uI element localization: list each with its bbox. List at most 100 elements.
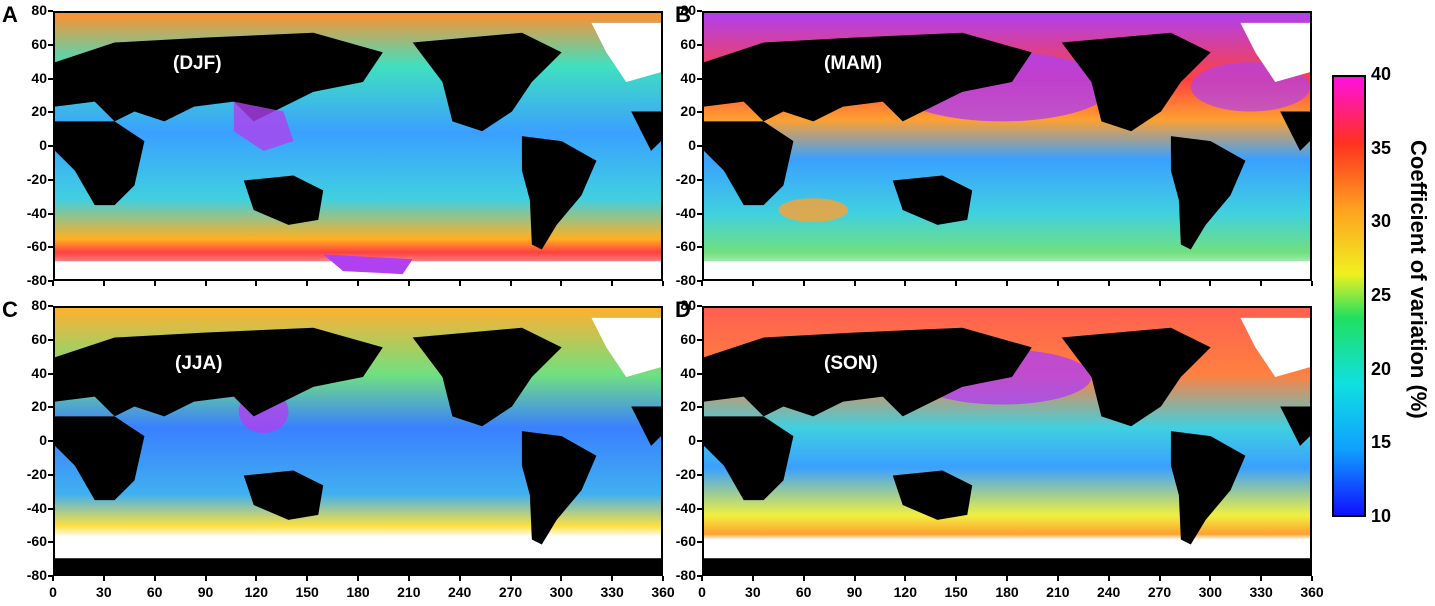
x-tick-label: 210 xyxy=(1046,584,1070,600)
x-tick-mark xyxy=(1006,281,1008,286)
x-tick-mark xyxy=(458,576,461,581)
y-tick-label: 60 xyxy=(680,330,696,347)
y-tick-mark xyxy=(697,473,702,476)
x-tick-mark xyxy=(357,576,359,581)
colorbar-tick-label: 20 xyxy=(1371,358,1392,379)
x-tick-label: 300 xyxy=(1198,584,1222,600)
x-tick-label: 90 xyxy=(197,584,214,600)
y-tick-mark xyxy=(697,507,702,510)
x-tick-mark xyxy=(52,281,54,286)
x-tick-mark xyxy=(662,576,664,581)
x-tick-mark xyxy=(509,281,512,286)
y-tick-mark xyxy=(697,43,702,46)
x-tick-mark xyxy=(357,281,359,286)
y-tick-label: 80 xyxy=(31,297,47,313)
colorbar-tick-label: 30 xyxy=(1371,211,1392,232)
x-tick-label: 30 xyxy=(96,584,112,600)
y-tick-mark xyxy=(48,43,53,46)
x-tick-label: 180 xyxy=(995,584,1019,600)
x-tick-label: 60 xyxy=(795,584,812,600)
x-tick-mark xyxy=(204,576,207,581)
colorbar-tick-label: 40 xyxy=(1371,64,1392,84)
y-tick-label: -80 xyxy=(675,567,696,583)
y-tick-label: 40 xyxy=(680,364,696,381)
y-tick-mark xyxy=(697,440,702,442)
x-tick-mark xyxy=(802,576,805,581)
season-label-djf: (DJF) xyxy=(173,53,222,74)
colorbar-title: Coefficient of variation (%) xyxy=(1406,140,1431,419)
x-tick-label: 330 xyxy=(1249,584,1273,600)
x-tick-mark xyxy=(458,281,461,286)
colorbar-tick-label: 15 xyxy=(1371,432,1392,453)
y-tick-mark xyxy=(697,212,702,215)
x-tick-label: 60 xyxy=(146,584,163,600)
y-tick-label: 40 xyxy=(31,364,47,381)
x-tick-label: 90 xyxy=(846,584,863,600)
x-tick-mark xyxy=(1311,576,1313,581)
x-tick-mark xyxy=(1209,576,1212,581)
x-tick-label: 210 xyxy=(397,584,421,600)
x-tick-mark xyxy=(1260,281,1263,286)
y-tick-label: -20 xyxy=(26,465,47,482)
x-tick-mark xyxy=(611,576,614,581)
x-tick-mark xyxy=(1056,281,1059,286)
x-tick-mark xyxy=(102,576,105,581)
x-tick-label: 360 xyxy=(1300,584,1324,600)
land-layer xyxy=(704,317,1310,545)
x-tick-mark xyxy=(904,576,907,581)
y-tick-mark xyxy=(48,178,53,181)
map-mam-svg xyxy=(704,13,1310,279)
y-tick-label: -20 xyxy=(26,170,47,187)
x-tick-mark xyxy=(204,281,207,286)
x-tick-mark xyxy=(1056,576,1059,581)
y-tick-label: 0 xyxy=(39,137,47,153)
y-tick-label: -60 xyxy=(26,533,47,550)
land-layer xyxy=(55,317,661,545)
x-tick-mark xyxy=(153,576,156,581)
y-tick-label: -20 xyxy=(675,170,696,187)
y-tick-label: -60 xyxy=(675,533,696,550)
x-tick-mark xyxy=(955,576,958,581)
x-tick-label: 150 xyxy=(295,584,319,600)
y-tick-mark xyxy=(697,406,702,409)
y-tick-mark xyxy=(48,10,53,12)
y-tick-label: 80 xyxy=(31,2,47,18)
y-tick-mark xyxy=(48,305,53,307)
colorbar xyxy=(1332,75,1366,517)
y-tick-mark xyxy=(48,246,53,249)
y-tick-mark xyxy=(48,77,53,80)
x-tick-mark xyxy=(904,281,907,286)
x-tick-mark xyxy=(153,281,156,286)
y-tick-mark xyxy=(48,440,53,442)
y-tick-label: -40 xyxy=(26,499,47,516)
y-tick-label: 0 xyxy=(688,137,696,153)
y-tick-label: -40 xyxy=(675,499,696,516)
y-tick-mark xyxy=(48,280,53,282)
x-tick-mark xyxy=(611,281,614,286)
y-tick-mark xyxy=(697,111,702,114)
season-label-jja: (JJA) xyxy=(175,353,223,374)
x-tick-mark xyxy=(255,576,258,581)
map-jja-svg xyxy=(55,308,661,574)
y-tick-label: -60 xyxy=(26,238,47,255)
y-tick-label: -40 xyxy=(675,204,696,221)
y-tick-mark xyxy=(48,212,53,215)
land-layer xyxy=(704,22,1310,250)
y-tick-label: 80 xyxy=(680,297,696,313)
y-tick-label: 20 xyxy=(31,103,47,120)
y-tick-mark xyxy=(697,246,702,249)
x-tick-label: 0 xyxy=(698,584,706,600)
x-tick-label: 0 xyxy=(49,584,57,600)
x-tick-mark xyxy=(751,576,754,581)
x-tick-mark xyxy=(1107,576,1110,581)
y-tick-mark xyxy=(697,10,702,12)
y-tick-label: 40 xyxy=(31,69,47,86)
x-tick-label: 360 xyxy=(651,584,675,600)
x-tick-label: 270 xyxy=(1147,584,1172,600)
y-tick-label: -80 xyxy=(675,272,696,288)
panel-letter-b: B xyxy=(675,2,691,27)
y-tick-mark xyxy=(48,338,53,341)
x-tick-mark xyxy=(560,576,563,581)
x-tick-mark xyxy=(1260,576,1263,581)
y-tick-label: 20 xyxy=(680,398,696,415)
